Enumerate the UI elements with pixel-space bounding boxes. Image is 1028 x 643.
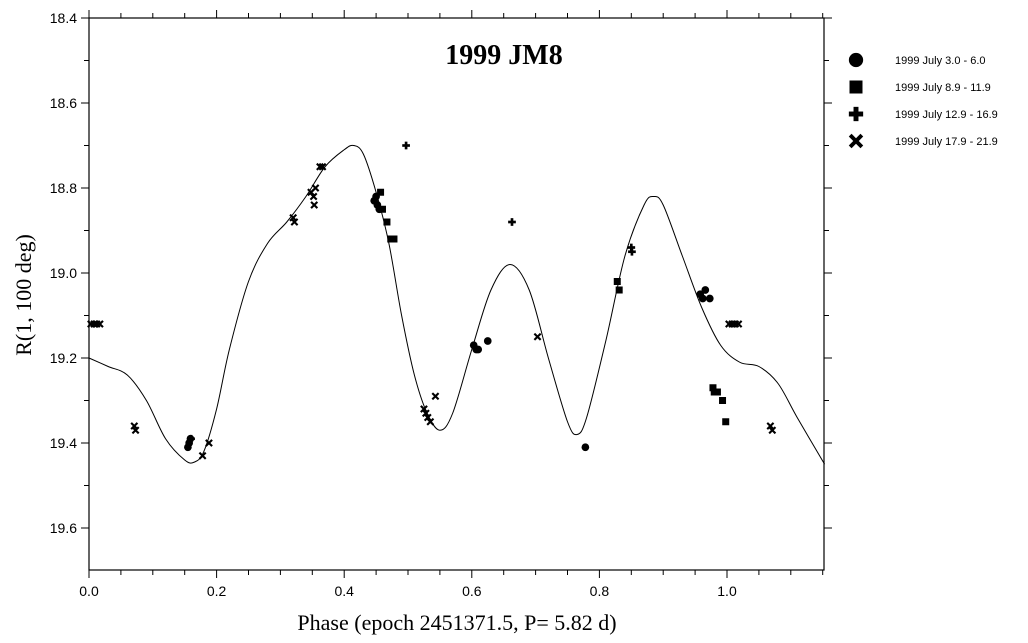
x-data-point xyxy=(423,413,432,422)
x-data-point xyxy=(131,426,140,435)
square-data-point xyxy=(378,205,386,213)
svg-text:1999 July 3.0 - 6.0: 1999 July 3.0 - 6.0 xyxy=(895,55,986,67)
x-data-point xyxy=(426,417,435,426)
x-data-point xyxy=(420,405,428,413)
svg-text:18.6: 18.6 xyxy=(50,95,77,111)
svg-text:0.2: 0.2 xyxy=(207,583,227,599)
plus-data-point xyxy=(187,434,195,443)
fit-curve xyxy=(88,144,826,465)
x-data-point xyxy=(205,439,213,447)
square-data-point xyxy=(722,418,730,426)
square-data-point xyxy=(613,278,621,285)
x-data-point xyxy=(316,162,324,171)
legend-item: 1999 July 8.9 - 11.9 xyxy=(849,80,991,94)
legend-item: 1999 July 12.9 - 16.9 xyxy=(848,106,998,122)
square-data-point xyxy=(713,388,721,396)
x-data-point xyxy=(311,184,320,192)
x-axis-title: Phase (epoch 2451371.5, P= 5.82 d) xyxy=(297,610,616,635)
x-data-point xyxy=(95,320,104,328)
circle-data-point xyxy=(701,286,710,294)
plus-data-point xyxy=(402,141,410,150)
circle-data-point xyxy=(483,337,492,345)
square-data-point xyxy=(709,384,717,392)
circle-data-point xyxy=(581,443,590,452)
x-data-point xyxy=(421,409,430,418)
x-data-point xyxy=(318,162,327,171)
plot-frame xyxy=(88,17,825,571)
square-marker-icon xyxy=(849,80,863,94)
x-data-point xyxy=(431,392,440,401)
circle-data-point xyxy=(705,294,714,303)
data-points xyxy=(87,141,777,460)
y-axis-title: R(1, 100 deg) xyxy=(11,234,36,356)
svg-text:0.4: 0.4 xyxy=(334,583,354,599)
svg-text:19.6: 19.6 xyxy=(50,520,77,536)
circle-data-point xyxy=(698,294,707,303)
x-data-point xyxy=(309,192,318,201)
svg-text:18.8: 18.8 xyxy=(50,180,77,196)
svg-text:19.0: 19.0 xyxy=(50,265,77,281)
svg-text:0.6: 0.6 xyxy=(462,583,482,599)
x-data-point xyxy=(533,332,542,341)
svg-text:0.0: 0.0 xyxy=(79,583,99,599)
x-data-point xyxy=(734,320,743,328)
legend: 1999 July 3.0 - 6.0 1999 July 8.9 - 11.9… xyxy=(848,52,998,149)
legend-item: 1999 July 3.0 - 6.0 xyxy=(848,52,986,68)
x-data-point xyxy=(310,201,319,209)
circle-data-point xyxy=(474,345,483,354)
svg-text:1999 July 8.9 - 11.9: 1999 July 8.9 - 11.9 xyxy=(895,82,991,94)
svg-text:1.0: 1.0 xyxy=(717,583,737,599)
svg-text:19.4: 19.4 xyxy=(50,435,77,451)
x-data-point xyxy=(198,451,207,460)
x-axis: 0.0 0.2 0.4 0.6 0.8 1.0 xyxy=(79,10,824,599)
x-data-point xyxy=(766,422,775,430)
x-marker-icon xyxy=(848,133,864,149)
svg-text:1999 July 17.9 - 21.9: 1999 July 17.9 - 21.9 xyxy=(895,136,998,148)
square-data-point xyxy=(390,235,398,243)
svg-text:0.8: 0.8 xyxy=(590,583,610,599)
svg-text:19.2: 19.2 xyxy=(50,350,77,366)
x-data-point xyxy=(768,426,777,435)
legend-item: 1999 July 17.9 - 21.9 xyxy=(848,133,998,149)
chart-title: 1999 JM8 xyxy=(445,40,562,71)
square-data-point xyxy=(377,188,385,196)
x-data-point xyxy=(290,218,299,226)
svg-text:18.4: 18.4 xyxy=(50,10,77,26)
square-data-point xyxy=(719,397,727,404)
svg-text:1999 July 12.9 - 16.9: 1999 July 12.9 - 16.9 xyxy=(895,109,998,121)
x-data-point xyxy=(90,320,98,328)
square-data-point xyxy=(383,218,391,226)
plus-marker-icon xyxy=(848,106,864,122)
y-axis: 18.4 18.6 18.8 19.0 19.2 19.4 19.6 xyxy=(50,10,832,536)
square-data-point xyxy=(615,286,623,294)
plus-data-point xyxy=(508,218,516,226)
plus-data-point xyxy=(628,247,636,256)
circle-marker-icon xyxy=(848,52,864,68)
